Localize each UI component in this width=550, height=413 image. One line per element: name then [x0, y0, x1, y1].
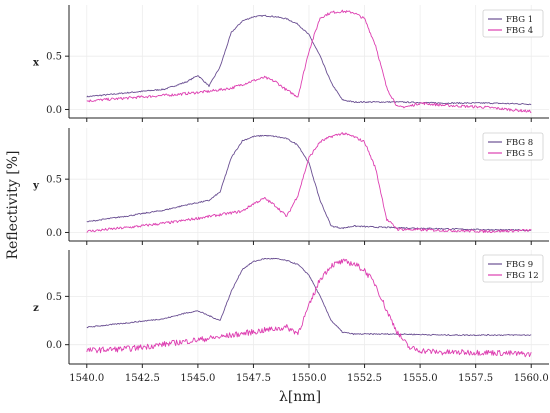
x-tick-label: 1545.0 [180, 373, 215, 384]
legend-entry: FBG 8 [506, 138, 533, 148]
series-line-fbg-5 [86, 132, 532, 234]
panel-label-x: x [33, 58, 40, 69]
y-tick-label: 0.5 [46, 292, 62, 303]
series-line-fbg-8 [86, 134, 532, 232]
legend-entry: FBG 9 [506, 260, 533, 270]
x-tick-label: 1560.0 [514, 373, 549, 384]
y-tick-label: 0.0 [46, 105, 62, 116]
x-tick-label: 1547.5 [236, 373, 271, 384]
y-tick-label: 0.0 [46, 340, 62, 351]
series-line-fbg-1 [86, 14, 532, 106]
series-line-fbg-9 [86, 257, 532, 337]
x-tick-label: 1550.0 [292, 373, 327, 384]
legend-entry: FBG 5 [506, 149, 533, 159]
panel-label-z: z [33, 303, 39, 314]
x-tick-label: 1552.5 [347, 373, 382, 384]
panel-z: 0.0 0.5 1540.0 1542.5 1545.0 1547.5 1550.0 1552… [33, 250, 549, 384]
x-tick-label: 1555.0 [403, 373, 438, 384]
legend-entry: FBG 1 [506, 15, 533, 25]
y-axis-title: Reflectivity [%] [5, 151, 21, 260]
x-axis-title: λ[nm] [279, 389, 321, 405]
x-tick-label: 1542.5 [125, 373, 160, 384]
series-line-fbg-12 [86, 258, 532, 358]
legend-entry: FBG 4 [506, 26, 533, 36]
y-tick-label: 0.5 [46, 52, 62, 63]
legend-entry: FBG 12 [506, 271, 539, 281]
y-tick-label: 0.0 [46, 228, 62, 239]
panel-label-y: y [32, 181, 40, 192]
series-line-fbg-4 [86, 9, 532, 114]
y-tick-label: 0.5 [46, 175, 62, 186]
x-tick-label: 1540.0 [69, 373, 104, 384]
x-tick-label: 1557.5 [458, 373, 493, 384]
